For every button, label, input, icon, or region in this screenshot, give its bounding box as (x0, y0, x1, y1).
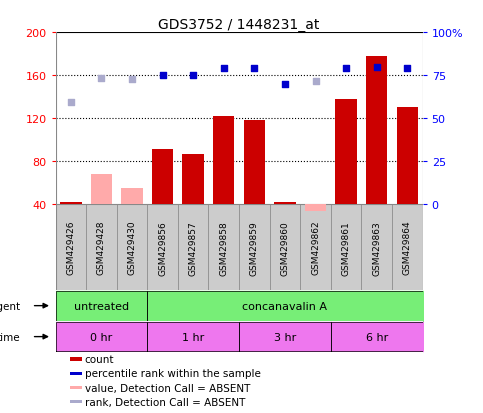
Text: GSM429430: GSM429430 (128, 220, 137, 275)
Point (251, 65, 258, 72)
Point (220, 65, 227, 72)
Text: GSM429859: GSM429859 (250, 220, 259, 275)
Bar (361, 205, 392, 290)
Text: GSM429863: GSM429863 (372, 220, 381, 275)
Bar (56, 205, 86, 290)
Text: time: time (0, 332, 21, 342)
Text: GSM429861: GSM429861 (341, 220, 351, 275)
Bar (91, 175, 112, 205)
Bar (117, 205, 147, 290)
Bar (70, 400, 82, 404)
Point (128, 77, 136, 83)
Text: GSM429426: GSM429426 (66, 221, 75, 275)
Bar (178, 205, 209, 290)
Text: 1 hr: 1 hr (182, 332, 204, 342)
Bar (213, 117, 235, 205)
Text: percentile rank within the sample: percentile rank within the sample (85, 368, 260, 378)
Text: GSM429856: GSM429856 (158, 220, 167, 275)
Bar (183, 154, 204, 205)
Text: value, Detection Call = ABSENT: value, Detection Call = ABSENT (85, 383, 250, 393)
Text: GSM429428: GSM429428 (97, 221, 106, 275)
Text: 0 hr: 0 hr (90, 332, 113, 342)
Bar (397, 108, 418, 205)
Point (403, 65, 411, 72)
Bar (270, 205, 300, 290)
Bar (209, 205, 239, 290)
Text: GSM429857: GSM429857 (189, 220, 198, 275)
Text: count: count (85, 354, 114, 364)
Text: GSM429860: GSM429860 (281, 220, 289, 275)
Point (281, 81, 289, 88)
Text: untreated: untreated (74, 301, 129, 311)
Point (98, 76, 105, 83)
Point (189, 73, 197, 79)
Point (373, 64, 381, 71)
Point (342, 65, 350, 72)
Title: GDS3752 / 1448231_at: GDS3752 / 1448231_at (158, 18, 320, 32)
Text: rank, Detection Call = ABSENT: rank, Detection Call = ABSENT (85, 397, 245, 407)
Bar (121, 189, 143, 205)
Text: concanavalin A: concanavalin A (242, 301, 327, 311)
Bar (70, 372, 82, 375)
Bar (239, 205, 270, 290)
Text: GSM429864: GSM429864 (403, 220, 412, 275)
Text: 3 hr: 3 hr (274, 332, 296, 342)
Text: 6 hr: 6 hr (366, 332, 388, 342)
Point (159, 73, 167, 79)
Bar (86, 205, 117, 290)
Bar (147, 205, 178, 290)
Bar (70, 386, 82, 389)
Point (312, 78, 319, 85)
Bar (305, 205, 327, 211)
Bar (244, 121, 265, 205)
Bar (274, 202, 296, 205)
Bar (331, 205, 361, 290)
Bar (60, 202, 82, 205)
Text: agent: agent (0, 301, 21, 311)
Bar (392, 205, 423, 290)
Bar (335, 100, 357, 205)
Text: GSM429858: GSM429858 (219, 220, 228, 275)
Bar (70, 358, 82, 361)
Bar (300, 205, 331, 290)
Text: GSM429862: GSM429862 (311, 220, 320, 275)
Bar (366, 57, 387, 205)
Point (67, 100, 75, 106)
Bar (152, 150, 173, 205)
